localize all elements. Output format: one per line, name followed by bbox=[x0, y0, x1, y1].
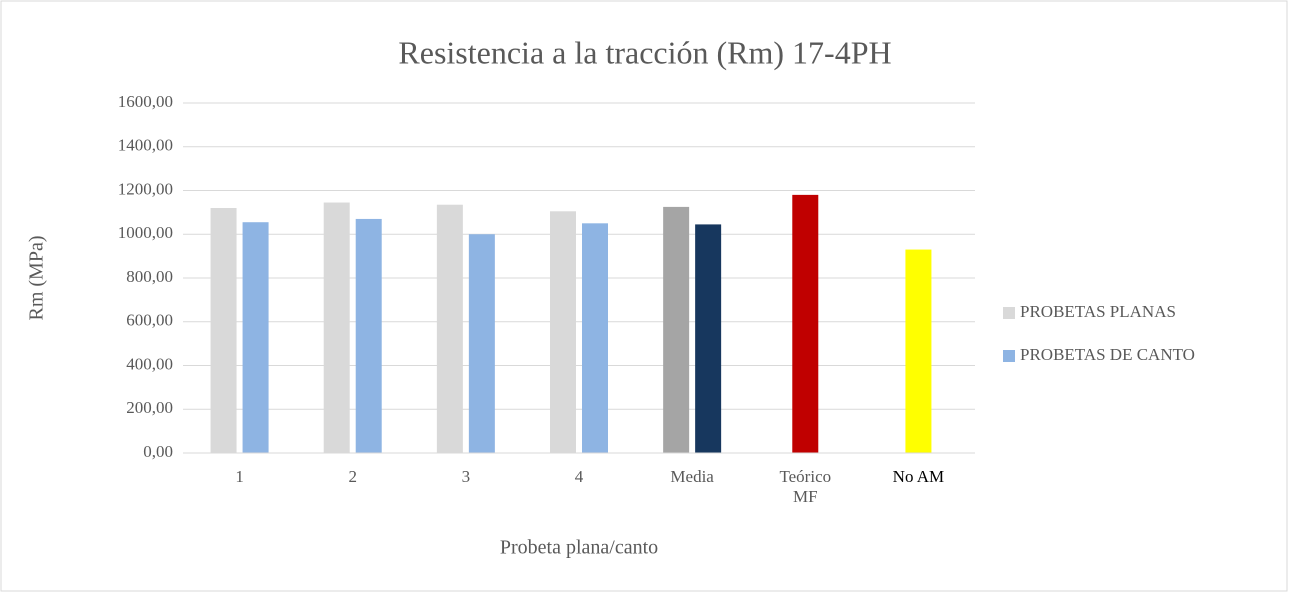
x-tick-label: 2 bbox=[348, 467, 357, 486]
legend-swatch bbox=[1003, 307, 1015, 319]
bar bbox=[792, 194, 819, 453]
bar bbox=[210, 208, 237, 453]
y-axis-label: Rm (MPa) bbox=[26, 236, 48, 321]
x-tick-label: No AM bbox=[892, 467, 945, 486]
bar bbox=[695, 224, 722, 453]
bar bbox=[550, 211, 576, 453]
x-axis-label: Probeta plana/canto bbox=[500, 537, 658, 559]
bar bbox=[242, 222, 269, 453]
bar bbox=[355, 218, 382, 453]
x-tick-label: 1 bbox=[235, 467, 244, 486]
y-tick-label: 1000,00 bbox=[118, 223, 173, 242]
x-tick-label: Teórico MF bbox=[779, 467, 832, 506]
legend-swatch bbox=[1003, 350, 1015, 362]
y-tick-label: 0,00 bbox=[143, 442, 173, 461]
x-tick-label: 4 bbox=[574, 467, 584, 486]
y-tick-label: 1400,00 bbox=[118, 136, 173, 155]
bar bbox=[436, 204, 463, 453]
legend-label: PROBETAS DE CANTO bbox=[1020, 345, 1195, 364]
y-tick-label: 800,00 bbox=[126, 267, 173, 286]
chart-title: Resistencia a la tracción (Rm) 17-4PH bbox=[398, 34, 891, 70]
y-tick-label: 600,00 bbox=[126, 311, 173, 330]
bar bbox=[905, 249, 932, 453]
y-tick-label: 400,00 bbox=[126, 354, 173, 373]
bar bbox=[323, 202, 350, 453]
y-tick-label: 200,00 bbox=[126, 398, 173, 417]
x-tick-label: 3 bbox=[461, 467, 471, 486]
y-tick-label: 1200,00 bbox=[118, 179, 173, 198]
y-tick-label: 1600,00 bbox=[118, 92, 173, 111]
legend-label: PROBETAS PLANAS bbox=[1020, 302, 1176, 321]
x-tick-label: Media bbox=[670, 467, 714, 486]
bar bbox=[663, 206, 690, 453]
bar bbox=[468, 234, 495, 453]
bar bbox=[582, 223, 608, 453]
